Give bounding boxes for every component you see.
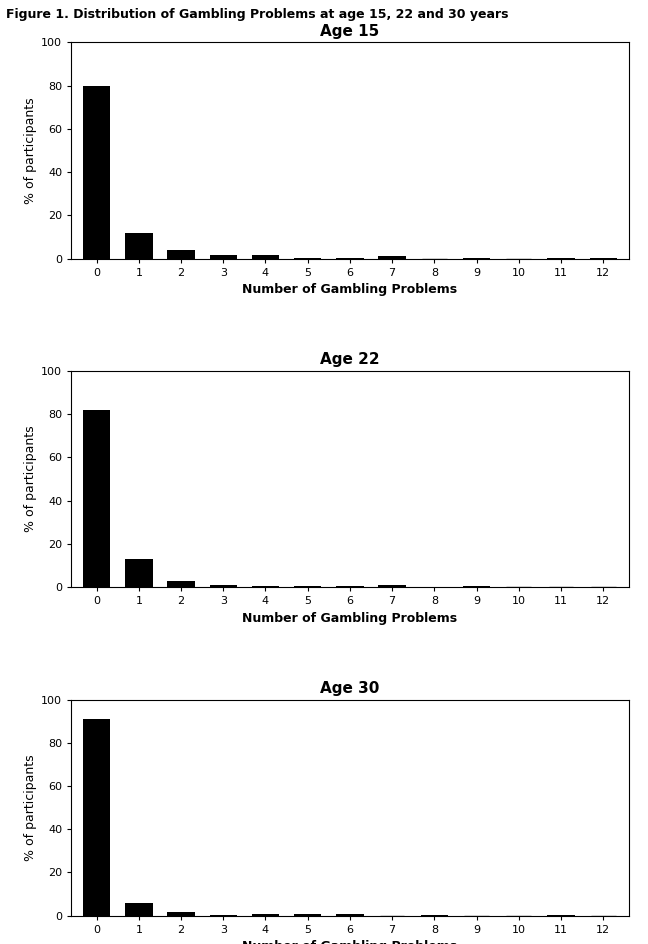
Bar — [125, 232, 152, 259]
Bar — [83, 86, 110, 259]
Title: Age 30: Age 30 — [320, 681, 380, 696]
Bar — [167, 250, 195, 259]
Bar — [336, 258, 364, 259]
Bar — [294, 258, 321, 259]
Bar — [252, 585, 279, 587]
Bar — [294, 586, 321, 587]
Bar — [167, 581, 195, 587]
Y-axis label: % of participants: % of participants — [24, 426, 37, 532]
X-axis label: Number of Gambling Problems: Number of Gambling Problems — [242, 612, 457, 625]
Bar — [336, 586, 364, 587]
Bar — [125, 902, 152, 916]
Bar — [421, 915, 448, 916]
Bar — [252, 914, 279, 916]
X-axis label: Number of Gambling Problems: Number of Gambling Problems — [242, 940, 457, 944]
X-axis label: Number of Gambling Problems: Number of Gambling Problems — [242, 283, 457, 296]
Y-axis label: % of participants: % of participants — [24, 97, 37, 204]
Bar — [209, 256, 237, 259]
Y-axis label: % of participants: % of participants — [24, 754, 37, 861]
Bar — [83, 410, 110, 587]
Bar — [209, 585, 237, 587]
Bar — [378, 585, 406, 587]
Bar — [167, 913, 195, 916]
Title: Age 15: Age 15 — [320, 24, 380, 39]
Bar — [83, 719, 110, 916]
Bar — [463, 586, 491, 587]
Text: Figure 1. Distribution of Gambling Problems at age 15, 22 and 30 years: Figure 1. Distribution of Gambling Probl… — [6, 8, 509, 21]
Bar — [336, 914, 364, 916]
Bar — [252, 256, 279, 259]
Bar — [125, 559, 152, 587]
Bar — [378, 257, 406, 259]
Bar — [294, 914, 321, 916]
Title: Age 22: Age 22 — [320, 352, 380, 367]
